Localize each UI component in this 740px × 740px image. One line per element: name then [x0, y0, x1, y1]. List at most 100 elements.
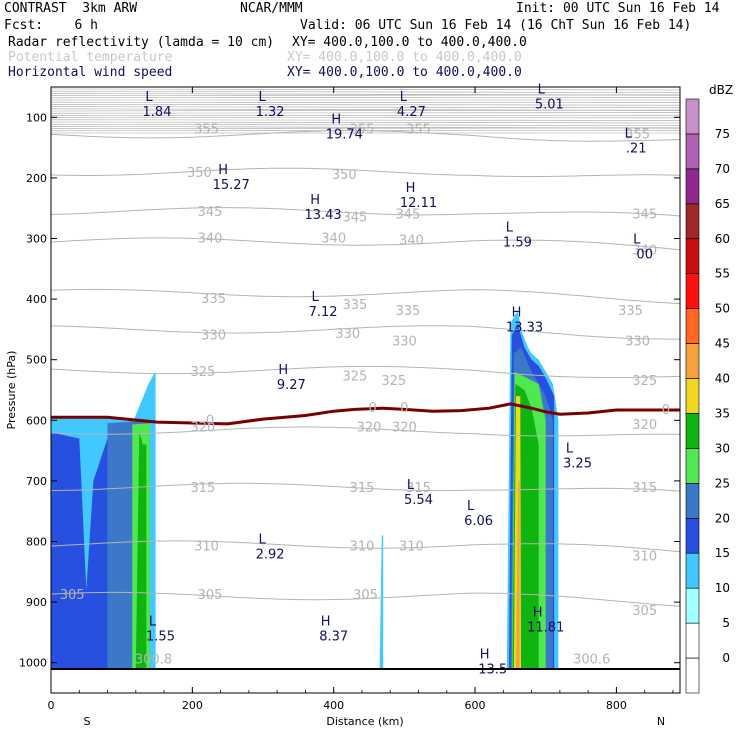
stratosphere-contour-line [51, 127, 680, 129]
theta-contour-label: 335 [342, 298, 367, 313]
wind-extremum-type: L [538, 82, 546, 97]
wind-extremum-value: 2.92 [256, 548, 285, 563]
theta-contour-label: 345 [395, 207, 420, 222]
wind-extremum-type: H [406, 181, 416, 196]
y-tick-label: 700 [26, 475, 47, 488]
theta-contour-label: 330 [392, 335, 417, 350]
wind-extremum-value: 19.74 [326, 128, 363, 143]
wind-extremum: H13.33 [506, 305, 543, 335]
stratosphere-contour-line [51, 112, 680, 114]
theta-contour-label: 320 [357, 421, 382, 436]
wind-extremum-type: H [331, 113, 341, 128]
theta-contour-label: 355 [625, 127, 650, 142]
theta-contour-label: 315 [406, 481, 431, 496]
wind-extremum: H12.11 [400, 181, 437, 211]
theta-contour-label: 350 [332, 168, 357, 183]
stratosphere-contour-line [51, 121, 680, 124]
wind-extremum: L7.12 [309, 290, 338, 320]
field1-name: Radar reflectivity (lamda = 10 cm) [8, 35, 275, 50]
wind-extremum-type: L [566, 442, 574, 457]
theta-contour-label: 325 [190, 365, 215, 380]
theta-contour-line [51, 482, 680, 492]
wind-extremum-value: 5.54 [404, 493, 433, 508]
theta-contour-line [51, 591, 680, 607]
theta-contour-label: 320 [190, 421, 215, 436]
colorbar-level-label: 15 [715, 546, 730, 560]
stratosphere-contour-line [51, 104, 680, 106]
wind-extremum-type: L [407, 478, 415, 493]
theta-contour-label: 315 [190, 481, 215, 496]
colorbar-swatch [685, 203, 700, 240]
wind-extremum-type: L [625, 127, 633, 142]
theta-contour-label: 300.6 [573, 653, 610, 668]
theta-contour-label: 305 [198, 588, 223, 603]
theta-contour-label: 0 [368, 401, 376, 416]
theta-contour-label: 325 [342, 370, 367, 385]
y-tick-label: 400 [26, 293, 47, 306]
wind-extremum-type: L [258, 533, 266, 548]
x-tick-label: 0 [48, 699, 55, 712]
theta-contour-label: 335 [395, 304, 420, 319]
theta-contour-label: 310 [632, 550, 657, 565]
theta-contour-label: 350 [187, 166, 212, 181]
x-tick-label: 800 [606, 699, 627, 712]
wind-extremum-type: H [278, 363, 288, 378]
wind-extremum-value: 6.06 [464, 514, 493, 529]
wind-extremum-type: H [533, 605, 543, 620]
wind-extremum: L6.06 [464, 499, 493, 529]
colorbar-level-label: 30 [715, 441, 730, 455]
theta-contour-label: 345 [198, 205, 223, 220]
wind-extremum: L5.54 [404, 478, 433, 508]
wind-extremum: L2.92 [256, 533, 285, 563]
wind-extremum: L4.27 [397, 90, 426, 120]
north-label: N [657, 715, 665, 728]
init-time: Init: 00 UTC Sun 16 Feb 14 [516, 1, 720, 16]
colorbar-level-label: 50 [715, 302, 730, 316]
theta-contour-label: 325 [381, 374, 406, 389]
wind-extremum-value: 9.27 [277, 378, 306, 393]
institution-label: NCAR/MMM [240, 1, 303, 16]
wind-extremum-value: 5.01 [535, 97, 564, 112]
wind-extremum-value: 13.5 [478, 663, 507, 678]
theta-contour-line [51, 426, 680, 437]
theta-contour-label: 315 [632, 481, 657, 496]
colorbar-swatch [685, 98, 700, 135]
colorbar-swatch [685, 622, 700, 659]
colorbar-level-label: 65 [715, 197, 730, 211]
x-tick-label: 200 [182, 699, 203, 712]
reflectivity-shading [51, 311, 559, 669]
wind-extremum-type: H [512, 305, 522, 320]
wind-extremum: L1.32 [256, 90, 285, 120]
wind-extremum-value: 12.11 [400, 196, 437, 211]
colorbar-level-label: 20 [715, 511, 730, 525]
reflectivity-region [516, 480, 520, 669]
x-tick-label: 400 [323, 699, 344, 712]
theta-contour-label: 330 [335, 327, 360, 342]
theta-contour-label: 320 [632, 418, 657, 433]
wind-extremum-value: 8.37 [319, 629, 348, 644]
wind-extremum-type: L [506, 221, 514, 236]
wind-extremum: L1.55 [146, 614, 175, 644]
colorbar-level-label: 25 [715, 476, 730, 490]
theta-contour-label: 355 [406, 122, 431, 137]
wind-extremum: L00 [633, 233, 653, 263]
wind-extremum-value: 4.27 [397, 105, 426, 120]
wind-extremum-value: 13.43 [304, 208, 341, 223]
field1-xy: XY= 400.0,100.0 to 400.0,400.0 [292, 35, 527, 50]
colorbar-swatch [685, 273, 700, 309]
theta-contour-label: 325 [632, 374, 657, 389]
south-label: S [84, 715, 91, 728]
wind-extremum: L5.01 [535, 82, 564, 112]
theta-contour-label: 340 [399, 233, 424, 248]
colorbar-unit: dBZ [709, 83, 733, 97]
wind-extremum-value: .21 [626, 142, 647, 157]
wind-extremum-type: L [400, 90, 408, 105]
wind-extremum-value: 1.55 [146, 629, 175, 644]
colorbar-swatch [685, 657, 700, 694]
colorbar-level-label: 75 [715, 127, 730, 141]
theta-contour-label: 340 [632, 244, 657, 259]
wind-extremum: H8.37 [319, 614, 348, 644]
theta-contour-label: 0 [662, 403, 670, 418]
colorbar-level-label: 5 [722, 616, 730, 630]
